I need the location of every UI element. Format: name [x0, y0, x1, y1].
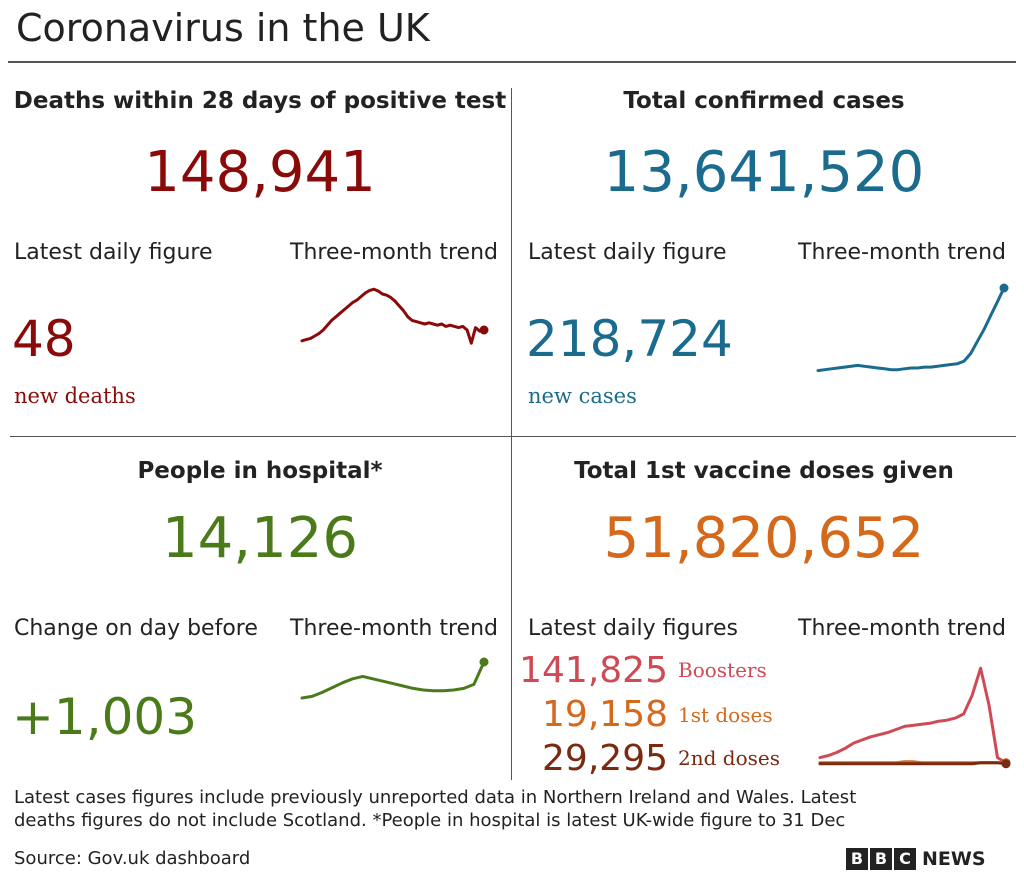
- cases-trend-end-point-0: [999, 283, 1009, 293]
- deaths-trend-chart: [300, 287, 489, 345]
- cases-trend-chart: [816, 283, 1009, 373]
- vaccine-trend-series-line-0: [818, 666, 1008, 765]
- hospital-trend-chart: [300, 657, 489, 700]
- hospital-trend-series-line-0: [300, 660, 486, 700]
- deaths-unit: new deaths: [14, 384, 136, 408]
- hospital-trend-label: Three-month trend: [290, 616, 498, 641]
- first-doses-value: 19,158: [542, 694, 668, 735]
- vaccine-total: 51,820,652: [603, 506, 925, 571]
- footnote: Latest cases figures include previously …: [14, 786, 1014, 832]
- cases-daily-value: 218,724: [526, 310, 733, 368]
- footnote-line-1: Latest cases figures include previously …: [14, 787, 857, 808]
- deaths-daily-label: Latest daily figure: [14, 240, 213, 265]
- deaths-trend-series-line-0: [300, 287, 486, 345]
- deaths-total: 148,941: [144, 140, 376, 205]
- deaths-trend-end-point-0: [479, 325, 489, 335]
- cases-trend-series-line-0: [816, 286, 1006, 373]
- deaths-trend-label: Three-month trend: [290, 240, 498, 265]
- vaccine-trend-chart: [818, 666, 1011, 769]
- boosters-value: 141,825: [519, 650, 668, 691]
- hospital-daily-value: +1,003: [12, 688, 198, 746]
- vaccine-title: Total 1st vaccine doses given: [574, 458, 954, 484]
- vaccine-daily-label: Latest daily figures: [528, 616, 738, 641]
- bbc-news-logo: B B C NEWS: [846, 848, 986, 870]
- cases-title: Total confirmed cases: [623, 88, 905, 114]
- boosters-label: Boosters: [678, 658, 767, 682]
- hospital-daily-label: Change on day before: [14, 616, 258, 641]
- logo-news: NEWS: [922, 848, 986, 870]
- logo-letter-b1: B: [846, 848, 868, 870]
- hospital-total: 14,126: [162, 506, 358, 571]
- deaths-daily-value: 48: [12, 310, 76, 368]
- second-doses-label: 2nd doses: [678, 746, 780, 770]
- vaccine-trend-series-line-2: [818, 761, 1008, 766]
- horizontal-divider: [10, 436, 1016, 437]
- cases-unit: new cases: [528, 384, 637, 408]
- vaccine-trend-label: Three-month trend: [798, 616, 1006, 641]
- cases-trend-label: Three-month trend: [798, 240, 1006, 265]
- source-text: Source: Gov.uk dashboard: [14, 848, 251, 869]
- cases-daily-label: Latest daily figure: [528, 240, 727, 265]
- footnote-line-2: deaths figures do not include Scotland. …: [14, 810, 846, 831]
- cases-total: 13,641,520: [603, 140, 925, 205]
- vaccine-trend-end-point-2: [1001, 759, 1011, 769]
- vertical-divider: [511, 88, 512, 780]
- page-title: Coronavirus in the UK: [16, 6, 430, 50]
- logo-letter-b2: B: [870, 848, 892, 870]
- title-rule: [8, 61, 1016, 63]
- second-doses-value: 29,295: [542, 738, 668, 779]
- hospital-trend-end-point-0: [479, 657, 489, 667]
- first-doses-label: 1st doses: [678, 703, 773, 727]
- hospital-title: People in hospital*: [137, 458, 383, 484]
- deaths-title: Deaths within 28 days of positive test: [13, 88, 507, 114]
- logo-letter-c: C: [894, 848, 916, 870]
